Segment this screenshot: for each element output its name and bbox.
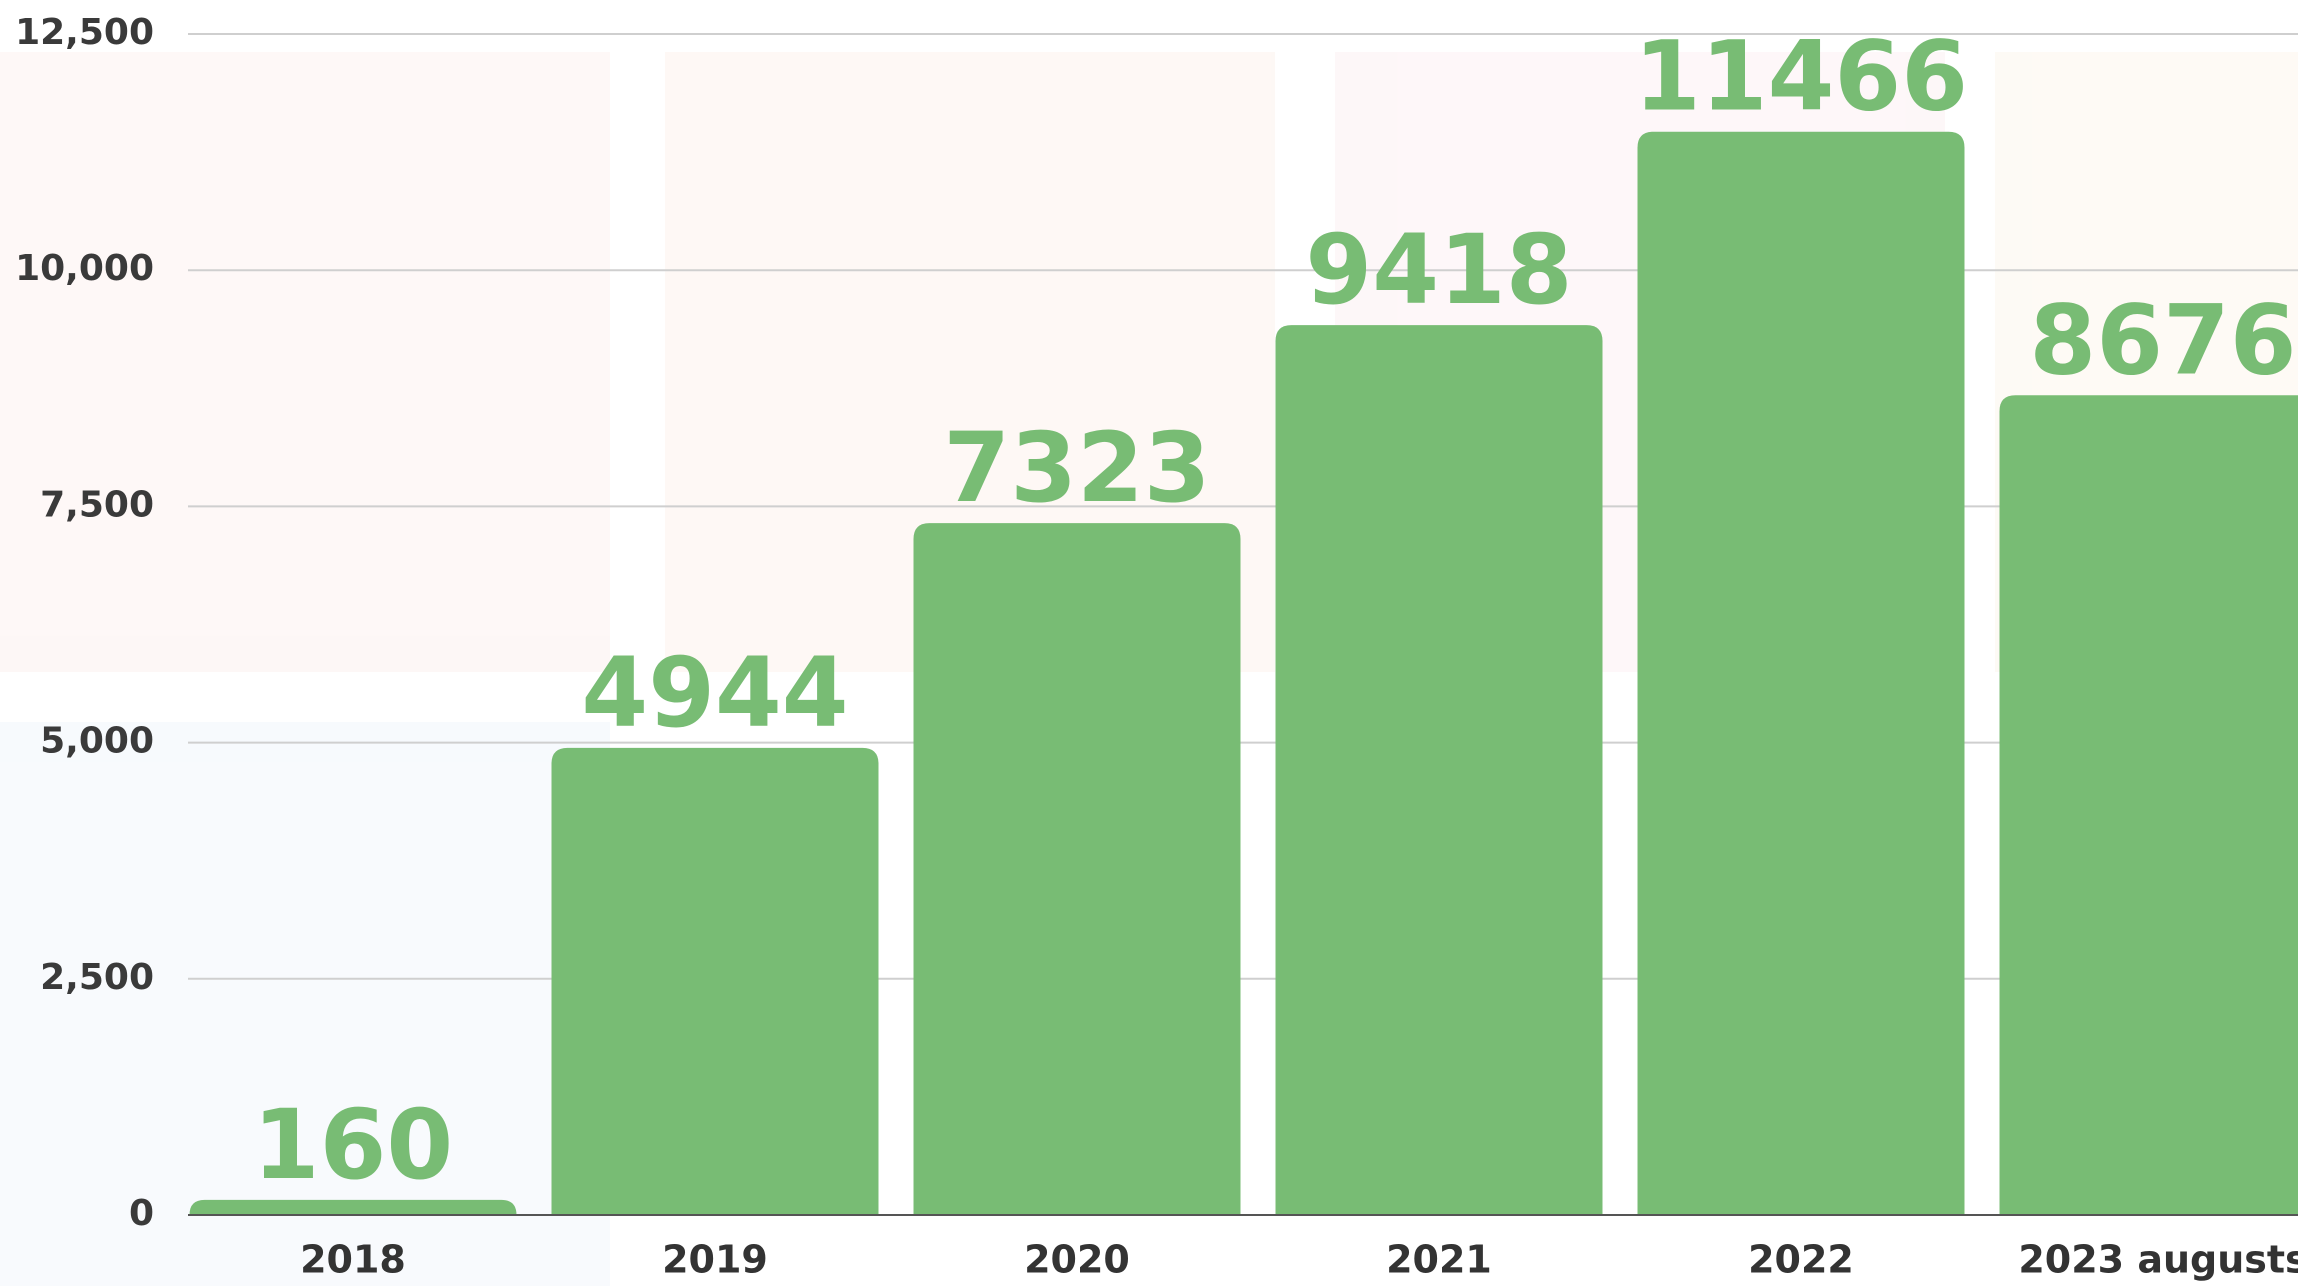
- bar: [914, 523, 1241, 1215]
- bar: [2000, 395, 2298, 1215]
- bg-tile: [0, 52, 610, 672]
- y-tick-label: 7,500: [40, 484, 154, 525]
- y-tick-label: 2,500: [40, 957, 154, 998]
- value-label: 8676: [2029, 284, 2296, 396]
- bar: [190, 1200, 517, 1215]
- chart: 0 2,500 5,000 7,500 10,000 12,500 160 2018 4944 2…: [0, 0, 2298, 1286]
- value-label: 7323: [943, 412, 1210, 524]
- value-label: 11466: [1634, 21, 1968, 133]
- x-tick-label: 2018: [300, 1238, 406, 1282]
- value-label: 160: [253, 1089, 453, 1201]
- x-tick-label: 2023 augusts: [2018, 1238, 2298, 1282]
- bar: [552, 748, 879, 1215]
- value-label: 9418: [1305, 214, 1572, 326]
- x-tick-label: 2021: [1386, 1238, 1492, 1282]
- y-tick-label: 10,000: [15, 248, 154, 289]
- y-tick-label: 12,500: [15, 12, 154, 53]
- bar: [1638, 132, 1965, 1215]
- bar: [1276, 325, 1603, 1215]
- x-tick-label: 2020: [1024, 1238, 1130, 1282]
- y-tick-label: 5,000: [40, 721, 154, 762]
- x-tick-label: 2022: [1748, 1238, 1854, 1282]
- value-label: 4944: [581, 637, 848, 749]
- x-tick-label: 2019: [662, 1238, 768, 1282]
- y-tick-label: 0: [129, 1193, 154, 1234]
